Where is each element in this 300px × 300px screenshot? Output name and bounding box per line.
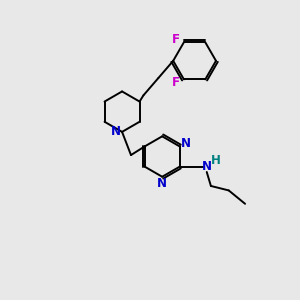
Text: F: F (172, 76, 180, 89)
Text: N: N (202, 160, 212, 173)
Text: F: F (172, 33, 180, 46)
Text: N: N (157, 177, 167, 190)
Text: N: N (110, 125, 121, 138)
Text: H: H (211, 154, 220, 166)
Text: N: N (181, 137, 190, 150)
